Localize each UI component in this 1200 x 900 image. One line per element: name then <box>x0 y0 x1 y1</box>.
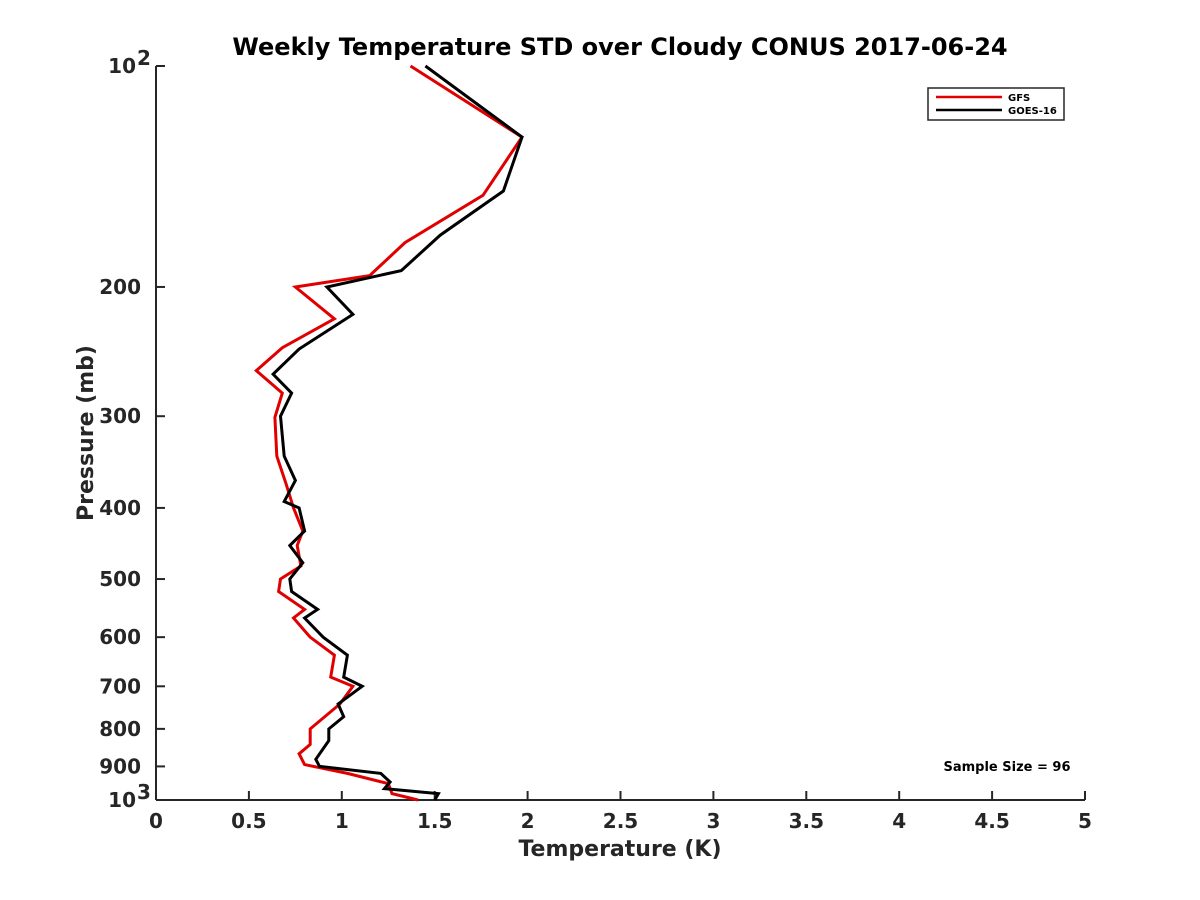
y-tick-label: 900 <box>99 754 141 778</box>
y-tick-exponent: 3 <box>137 780 151 804</box>
legend-box <box>927 87 1065 121</box>
plot-area <box>155 66 1085 801</box>
legend-label-goes16: GOES-16 <box>1008 106 1057 117</box>
y-tick-label: 200 <box>99 275 141 299</box>
y-tick-label: 800 <box>99 717 141 741</box>
x-tick-label: 0 <box>149 809 163 833</box>
y-tick-label-base: 600 <box>99 625 141 649</box>
x-tick-label: 2 <box>521 809 535 833</box>
series-line-gfs <box>254 64 525 802</box>
y-tick-label: 600 <box>99 625 141 649</box>
x-tick-label: 4 <box>892 809 906 833</box>
x-tick-label: 0.5 <box>231 809 266 833</box>
y-tick-label: 400 <box>99 496 141 520</box>
x-ticks: 0 0.5 1 1.5 2 2.5 3 3.5 4 4.5 5 <box>149 791 1092 833</box>
x-tick-label: 2.5 <box>603 809 638 833</box>
series-layer <box>254 64 525 802</box>
x-tick-label: 1.5 <box>417 809 452 833</box>
y-axis-label: Pressure (mb) <box>74 345 99 521</box>
x-axis-label: Temperature (K) <box>518 837 721 862</box>
y-tick-label: 10 <box>108 54 136 78</box>
legend-label-gfs: GFS <box>1008 93 1030 104</box>
x-tick-label: 4.5 <box>974 809 1009 833</box>
y-tick-label: 10 <box>108 788 136 812</box>
y-tick-label: 500 <box>99 567 141 591</box>
y-tick-label-base: 500 <box>99 567 141 591</box>
y-tick-label-base: 200 <box>99 275 141 299</box>
y-tick-label: 300 <box>99 404 141 428</box>
y-tick-label-base: 900 <box>99 754 141 778</box>
y-tick-label: 700 <box>99 674 141 698</box>
y-tick-label-base: 700 <box>99 674 141 698</box>
y-tick-label-base: 10 <box>108 788 136 812</box>
sample-size-annotation: Sample Size = 96 <box>943 760 1070 775</box>
x-tick-label: 3 <box>706 809 720 833</box>
y-tick-label-base: 400 <box>99 496 141 520</box>
series-line-goes16 <box>270 64 524 801</box>
y-tick-exponent: 2 <box>137 46 151 70</box>
x-tick-label: 3.5 <box>789 809 824 833</box>
y-tick-label-base: 800 <box>99 717 141 741</box>
chart-title: Weekly Temperature STD over Cloudy CONUS… <box>232 33 1007 61</box>
y-tick-label-base: 10 <box>108 54 136 78</box>
x-tick-label: 5 <box>1078 809 1092 833</box>
y-tick-label-base: 300 <box>99 404 141 428</box>
legend: GFS GOES-16 <box>927 87 1065 121</box>
x-tick-label: 1 <box>335 809 349 833</box>
